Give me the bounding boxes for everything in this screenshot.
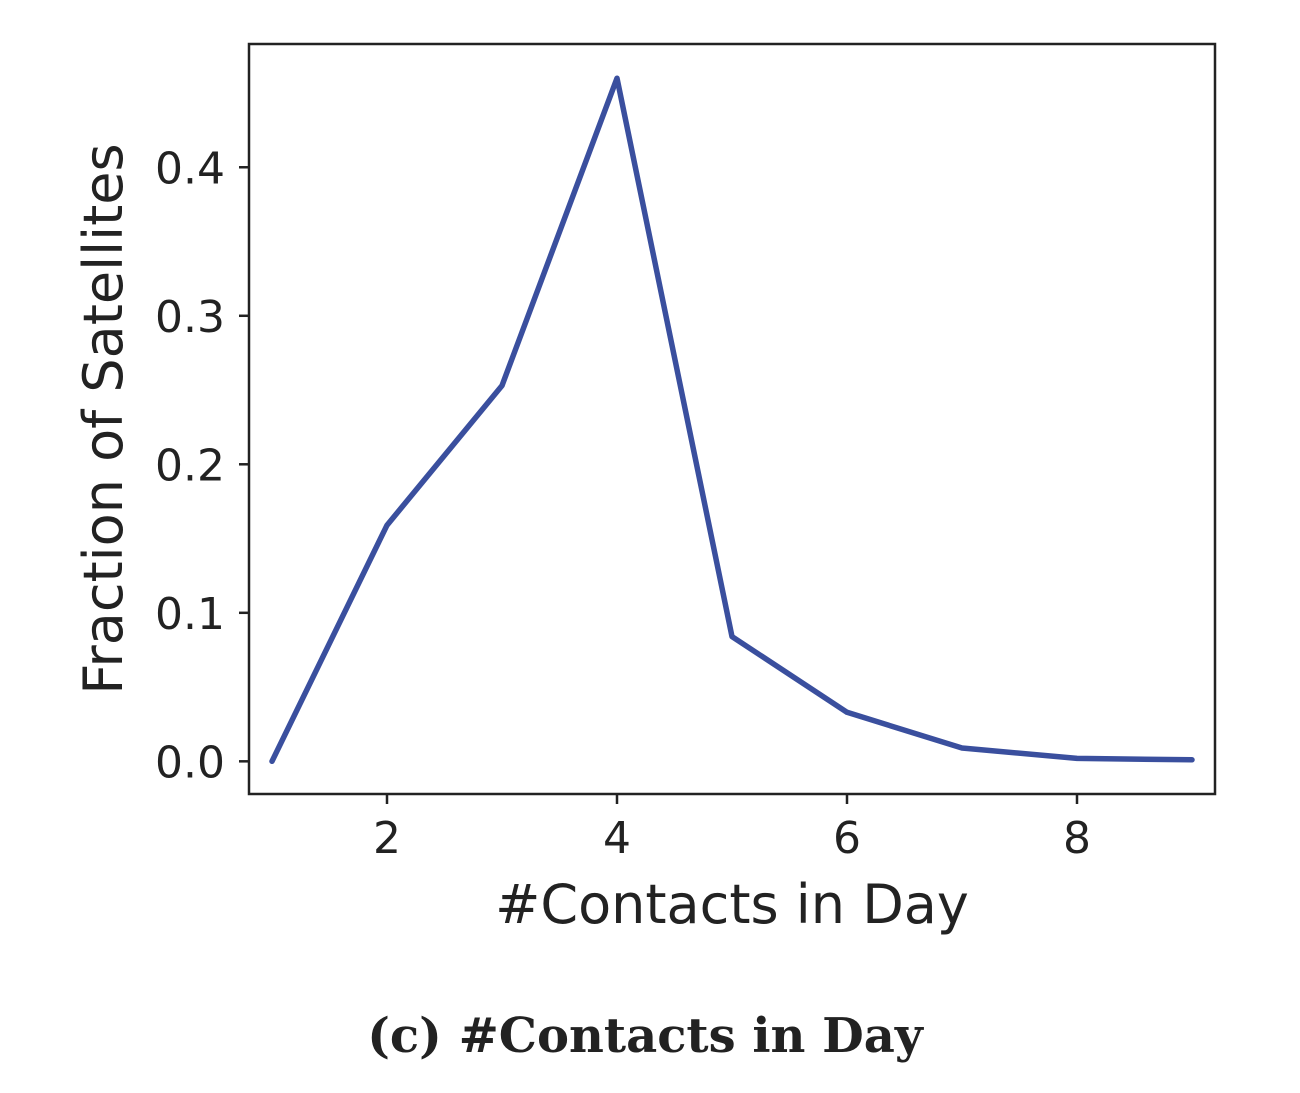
y-tick-label: 0.3 [155,292,225,343]
x-tick-label: 4 [603,813,631,864]
y-tick-label: 0.4 [155,143,225,194]
y-tick-label: 0.0 [155,737,225,788]
plot-frame [247,42,1217,796]
x-tick-label: 6 [833,813,861,864]
x-axis-ticks: 2 4 6 8 [373,794,1091,864]
y-axis-label: Fraction of Satellites [72,143,135,694]
x-tick-label: 2 [373,813,401,864]
x-tick-label: 8 [1063,813,1091,864]
y-tick-label: 0.2 [155,440,225,491]
x-axis-label: #Contacts in Day [495,873,969,936]
series-line [269,75,1195,765]
series-layer [269,75,1195,765]
y-axis-ticks: 0.0 0.1 0.2 0.3 0.4 [155,143,249,788]
y-tick-label: 0.1 [155,589,225,640]
figure-caption: (c) #Contacts in Day [367,1008,925,1064]
